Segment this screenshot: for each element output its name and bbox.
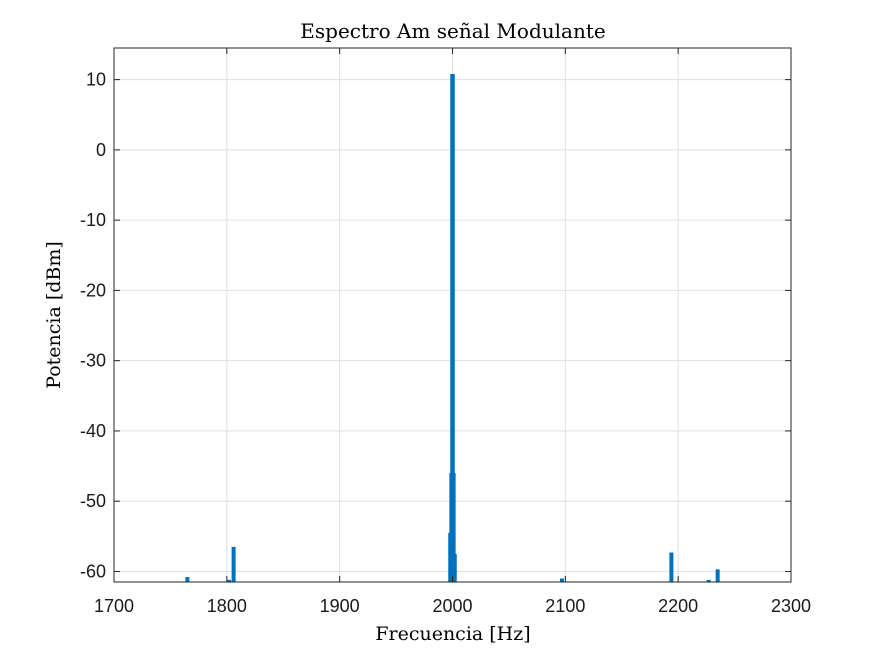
- spectrum-bars: [185, 73, 720, 582]
- y-tick-label: -20: [80, 280, 106, 300]
- x-tick-label: 1800: [207, 596, 247, 616]
- y-tick-label: 0: [96, 140, 106, 160]
- spectrum-bar: [451, 473, 456, 582]
- spectrum-bar: [227, 579, 232, 582]
- spectrum-bar: [450, 73, 455, 582]
- spectrum-bar: [185, 577, 190, 582]
- y-tick-label: -30: [80, 351, 106, 371]
- x-tick-label: 2100: [545, 596, 585, 616]
- y-tick-label: -40: [80, 421, 106, 441]
- spectrum-bar: [706, 579, 711, 582]
- y-tick-label: -50: [80, 491, 106, 511]
- x-tick-label: 2000: [432, 596, 472, 616]
- x-tick-label: 1900: [320, 596, 360, 616]
- x-axis-label: Frecuencia [Hz]: [375, 623, 530, 645]
- spectrum-bar: [231, 546, 236, 582]
- y-tick-label: 10: [86, 70, 106, 90]
- spectrum-bar: [715, 569, 720, 582]
- axis-ticks: 1700 1800 1900 2000 2100 2200 2300 10 0 -10 -20 -30…: [80, 48, 811, 616]
- x-tick-label: 1700: [94, 596, 134, 616]
- spectrum-bar: [669, 552, 674, 582]
- spectrum-bar: [559, 578, 564, 582]
- y-axis-label: Potencia [dBm]: [43, 241, 65, 389]
- chart-title: Espectro Am señal Modulante: [300, 19, 605, 43]
- y-tick-label: -60: [80, 561, 106, 581]
- spectrum-bar: [452, 553, 457, 582]
- y-tick-label: -10: [80, 210, 106, 230]
- x-tick-label: 2200: [658, 596, 698, 616]
- x-tick-label: 2300: [771, 596, 811, 616]
